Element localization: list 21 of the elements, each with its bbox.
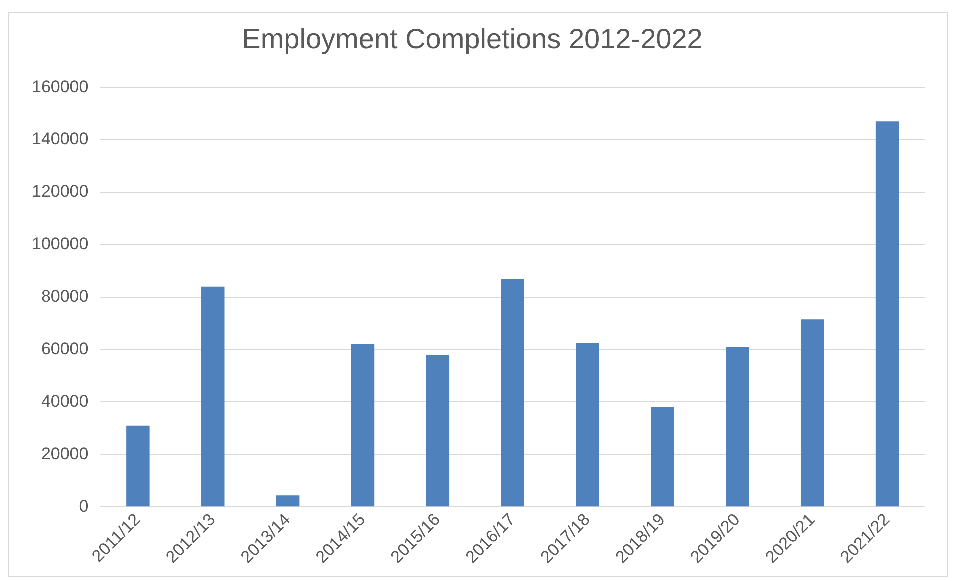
- bar: [876, 122, 900, 507]
- bar: [126, 426, 150, 507]
- chart-title: Employment Completions 2012-2022: [242, 24, 703, 55]
- bar: [800, 320, 824, 507]
- y-tick-label: 80000: [41, 287, 89, 306]
- bar: [351, 344, 375, 507]
- y-tick-label: 20000: [41, 444, 89, 464]
- bar: [426, 355, 450, 507]
- y-tick-label: 40000: [41, 392, 89, 411]
- y-tick-label: 100000: [32, 234, 89, 254]
- bar: [202, 286, 225, 507]
- bar: [576, 343, 600, 507]
- bar: [651, 407, 674, 507]
- bar: [276, 496, 300, 507]
- bar: [726, 347, 750, 507]
- y-tick-label: 140000: [32, 130, 89, 149]
- y-tick-label: 60000: [41, 339, 89, 358]
- y-tick-label: 120000: [32, 182, 89, 202]
- bar: [501, 279, 524, 507]
- y-tick-label: 0: [79, 496, 89, 516]
- y-tick-label: 160000: [32, 77, 89, 96]
